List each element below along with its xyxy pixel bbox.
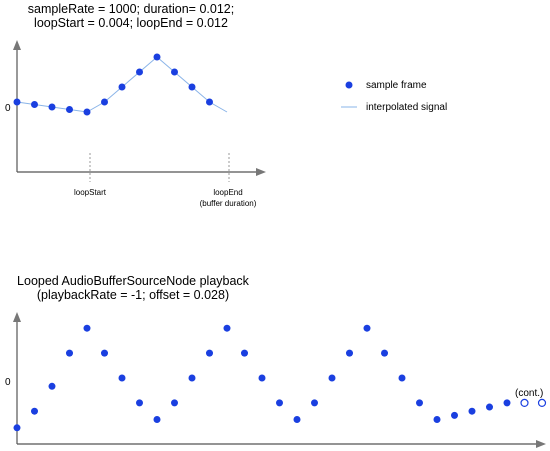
bottom-sample-point-16	[293, 416, 301, 423]
top-sample-point-0	[13, 98, 21, 106]
top-sample-point-8	[153, 53, 161, 61]
bottom-sample-point-8	[153, 416, 161, 423]
top-sample-point-3	[66, 106, 73, 113]
bottom-sample-point-28	[503, 399, 511, 407]
top-sample-point-5	[101, 98, 108, 106]
bottom-sample-point-0	[13, 424, 21, 432]
bottom-x-axis-arrow	[536, 440, 546, 448]
bottom-sample-point-20	[363, 324, 371, 332]
top-y-axis-arrow	[13, 40, 21, 50]
bottom-sample-point-12	[223, 324, 231, 332]
bottom-sample-point-29	[520, 398, 529, 407]
top-sample-frames	[13, 53, 213, 116]
top-sample-point-1	[31, 101, 38, 108]
bottom-sample-point-6	[118, 374, 126, 382]
bottom-sample-point-27	[486, 403, 493, 411]
top-sample-point-4	[83, 108, 91, 116]
bottom-axes	[13, 312, 546, 448]
bottom-sample-point-15	[276, 399, 283, 407]
bottom-sample-point-25	[451, 411, 458, 419]
legend: sample frame interpolated signal	[341, 80, 447, 113]
loop-end-note: (buffer duration)	[200, 199, 257, 208]
bottom-sample-point-23	[416, 399, 423, 407]
loop-start-label: loopStart	[74, 188, 107, 197]
bottom-sample-point-1	[31, 407, 38, 415]
bottom-sample-point-10	[188, 374, 196, 382]
bottom-y-zero-label: 0	[5, 377, 11, 388]
top-y-zero-label: 0	[5, 103, 11, 114]
bottom-sample-point-22	[398, 374, 406, 382]
bottom-sample-point-17	[311, 399, 318, 407]
bottom-sample-point-14	[258, 374, 266, 382]
top-sample-point-7	[136, 68, 143, 76]
bottom-sample-point-30	[537, 398, 547, 407]
bottom-sample-point-26	[468, 407, 476, 415]
bottom-title-line-2: (playbackRate = -1; offset = 0.028)	[37, 288, 229, 302]
top-title-line-1: sampleRate = 1000; duration= 0.012;	[28, 2, 234, 16]
top-sample-point-2	[48, 103, 56, 111]
bottom-sample-point-19	[346, 349, 353, 357]
bottom-sample-point-21	[381, 349, 388, 357]
top-sample-point-9	[171, 68, 178, 76]
top-title-line-2: loopStart = 0.004; loopEnd = 0.012	[34, 16, 228, 30]
legend-interp-label: interpolated signal	[366, 102, 447, 113]
bottom-sample-point-4	[83, 324, 91, 332]
bottom-title-line-1: Looped AudioBufferSourceNode playback	[17, 274, 250, 288]
legend-sample-label: sample frame	[366, 80, 427, 91]
bottom-sample-point-18	[328, 374, 336, 382]
top-sample-point-10	[188, 83, 196, 91]
bottom-sample-frames	[13, 324, 547, 432]
bottom-y-axis-arrow	[13, 312, 21, 322]
bottom-sample-point-13	[241, 349, 248, 357]
top-sample-point-6	[118, 83, 126, 91]
bottom-sample-point-3	[66, 349, 73, 357]
bottom-sample-point-7	[136, 399, 143, 407]
legend-sample-marker	[345, 81, 353, 89]
bottom-sample-point-5	[101, 349, 108, 357]
bottom-sample-point-2	[48, 382, 56, 390]
bottom-sample-point-11	[206, 349, 213, 357]
bottom-sample-point-9	[171, 399, 178, 407]
continued-label: (cont.)	[515, 388, 543, 399]
top-sample-point-11	[206, 98, 213, 106]
top-x-axis-arrow	[256, 168, 266, 176]
bottom-sample-point-24	[433, 416, 441, 423]
top-axes	[13, 40, 266, 176]
loop-end-label: loopEnd	[213, 188, 242, 197]
